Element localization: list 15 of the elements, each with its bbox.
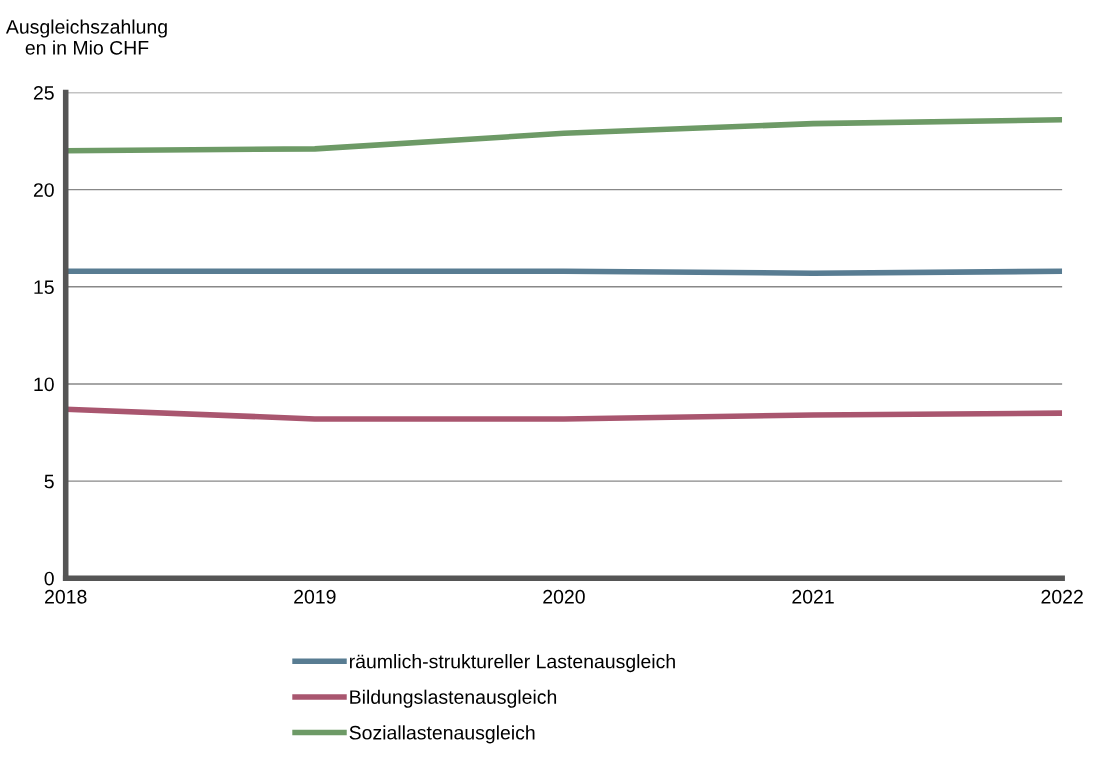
legend-label: Bildungslastenausgleich — [350, 689, 557, 708]
x-tick-label: 2019 — [294, 589, 336, 604]
legend-label: Soziallastenausgleich — [349, 725, 535, 744]
y-tick-label: 15 — [34, 280, 54, 295]
x-tick-label: 2018 — [45, 589, 87, 604]
y-axis-title: Ausgleichszahlung en in Mio CHF — [5, 19, 167, 55]
x-tick-label: 2021 — [792, 589, 834, 604]
y-tick-label: 0 — [44, 571, 54, 586]
y-tick-label: 5 — [44, 474, 54, 489]
y-tick-label: 20 — [33, 183, 54, 197]
legend-label: räumlich-struktureller Lastenausgleich — [349, 654, 675, 673]
y-tick-label: 25 — [33, 85, 54, 100]
y-tick-label: 10 — [34, 377, 54, 392]
x-tick-label: 2022 — [1041, 589, 1083, 604]
x-tick-label: 2020 — [543, 589, 585, 604]
